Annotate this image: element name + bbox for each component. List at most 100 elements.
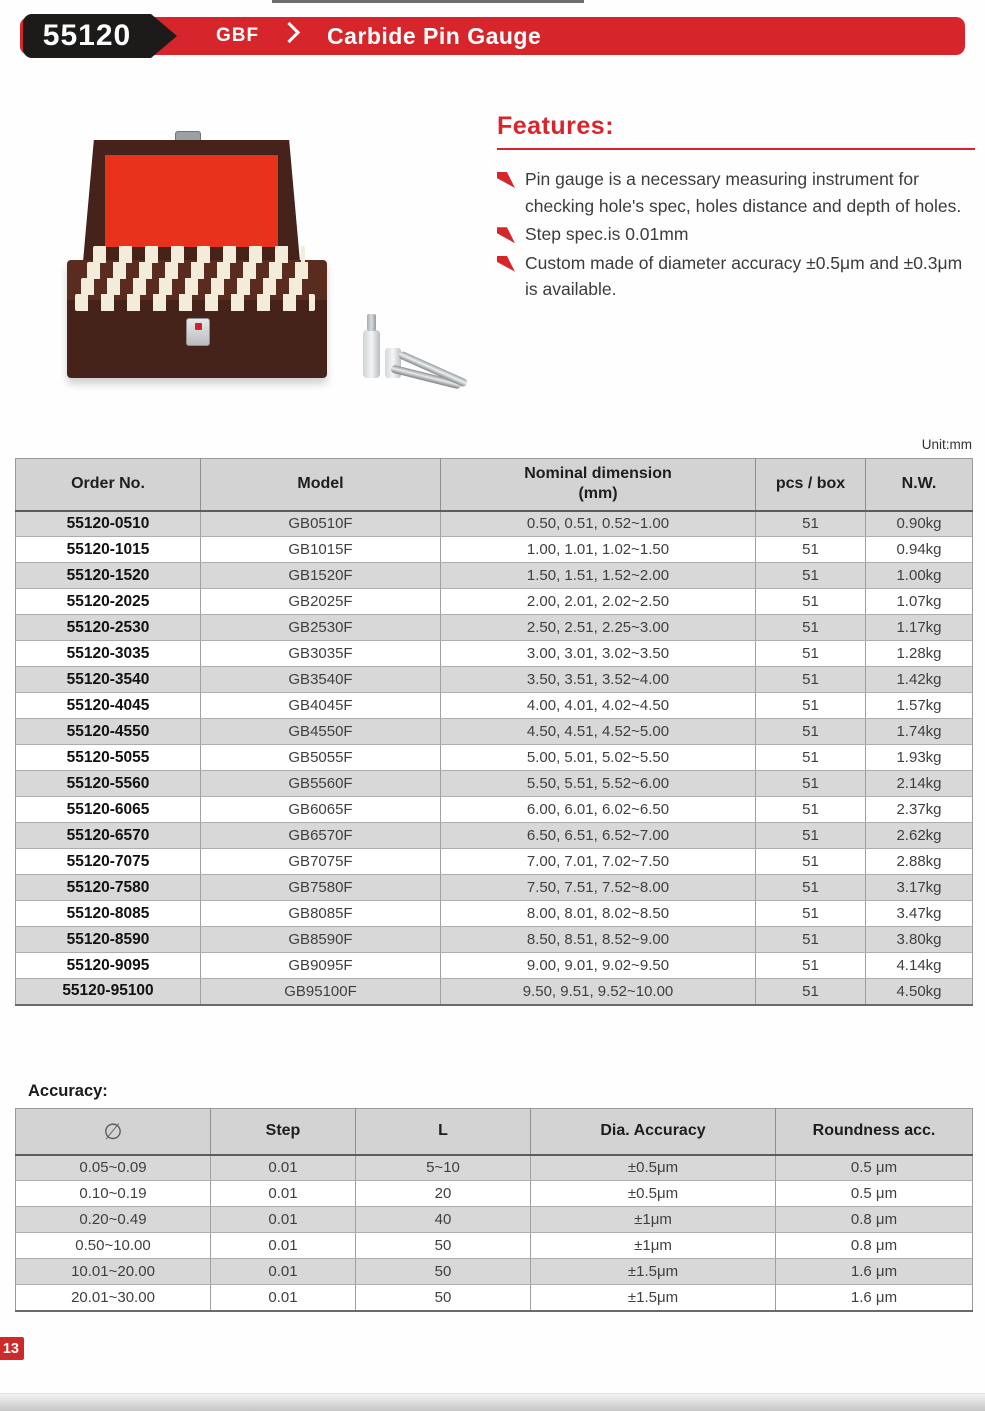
roundness-cell: 0.8 μm	[775, 1206, 973, 1233]
nominal-dimension-cell: 7.50, 7.51, 7.52~8.00	[440, 874, 756, 901]
pcs-box-cell: 51	[755, 588, 866, 615]
order-no-cell: 55120-3035	[15, 640, 201, 667]
pcs-box-cell: 51	[755, 848, 866, 875]
table-row: 55120-2025 GB2025F 2.00, 2.01, 2.02~2.50…	[15, 588, 973, 615]
roundness-cell: 0.8 μm	[775, 1232, 973, 1259]
order-no-cell: 55120-4045	[15, 692, 201, 719]
order-no-cell: 55120-7580	[15, 874, 201, 901]
nw-cell: 2.88kg	[865, 848, 973, 875]
triangle-bullet-icon	[497, 255, 515, 272]
order-no-cell: 55120-4550	[15, 718, 201, 745]
nominal-dimension-cell: 5.50, 5.51, 5.52~6.00	[440, 770, 756, 797]
table-row: 55120-95100 GB95100F 9.50, 9.51, 9.52~10…	[15, 978, 973, 1006]
model-cell: GB1520F	[200, 562, 441, 589]
pin-gauge-row	[93, 246, 305, 263]
length-cell: 50	[355, 1284, 531, 1312]
pcs-box-cell: 51	[755, 770, 866, 797]
pcs-box-cell: 51	[755, 562, 866, 589]
order-no-cell: 55120-5055	[15, 744, 201, 771]
nw-cell: 1.42kg	[865, 666, 973, 693]
length-cell: 5~10	[355, 1154, 531, 1181]
column-header-roundness: Roundness acc.	[775, 1108, 973, 1156]
model-cell: GB2025F	[200, 588, 441, 615]
roundness-cell: 1.6 μm	[775, 1284, 973, 1312]
pcs-box-cell: 51	[755, 796, 866, 823]
nw-cell: 0.90kg	[865, 510, 973, 537]
box-lid-red-lining	[104, 154, 279, 248]
order-no-cell: 55120-8085	[15, 900, 201, 927]
nominal-dimension-cell: 6.00, 6.01, 6.02~6.50	[440, 796, 756, 823]
nominal-dimension-cell: 9.50, 9.51, 9.52~10.00	[440, 978, 756, 1006]
order-no-cell: 55120-2530	[15, 614, 201, 641]
dia-accuracy-cell: ±0.5μm	[530, 1180, 776, 1207]
nw-cell: 1.28kg	[865, 640, 973, 667]
nominal-dimension-cell: 2.50, 2.51, 2.25~3.00	[440, 614, 756, 641]
product-code-tab-body: 55120	[23, 14, 151, 58]
nw-cell: 1.17kg	[865, 614, 973, 641]
length-cell: 50	[355, 1258, 531, 1285]
table-row: 55120-8085 GB8085F 8.00, 8.01, 8.02~8.50…	[15, 900, 973, 927]
table-row: 55120-7580 GB7580F 7.50, 7.51, 7.52~8.00…	[15, 874, 973, 901]
step-cell: 0.01	[210, 1232, 356, 1259]
pcs-box-cell: 51	[755, 614, 866, 641]
pcs-box-cell: 51	[755, 900, 866, 927]
product-table-body: 55120-0510 GB0510F 0.50, 0.51, 0.52~1.00…	[15, 510, 973, 1006]
model-cell: GB4550F	[200, 718, 441, 745]
step-cell: 0.01	[210, 1154, 356, 1181]
dia-accuracy-cell: ±1μm	[530, 1206, 776, 1233]
roundness-cell: 0.5 μm	[775, 1180, 973, 1207]
order-no-cell: 55120-5560	[15, 770, 201, 797]
product-spec-table: Order No. Model Nominal dimension (mm) p…	[15, 458, 973, 1006]
table-header-row: ∅ Step L Dia. Accuracy Roundness acc.	[15, 1108, 973, 1156]
pcs-box-cell: 51	[755, 874, 866, 901]
nw-cell: 2.62kg	[865, 822, 973, 849]
order-no-cell: 55120-6570	[15, 822, 201, 849]
dia-accuracy-cell: ±1.5μm	[530, 1284, 776, 1312]
nominal-dimension-cell: 3.00, 3.01, 3.02~3.50	[440, 640, 756, 667]
model-cell: GB0510F	[200, 510, 441, 537]
nw-cell: 3.80kg	[865, 926, 973, 953]
product-image	[60, 115, 480, 415]
pcs-box-cell: 51	[755, 978, 866, 1006]
model-cell: GB5055F	[200, 744, 441, 771]
pcs-box-cell: 51	[755, 822, 866, 849]
table-row: 55120-4550 GB4550F 4.50, 4.51, 4.52~5.00…	[15, 718, 973, 745]
feature-text: Pin gauge is a necessary measuring instr…	[525, 169, 962, 216]
order-no-cell: 55120-95100	[15, 978, 201, 1006]
pcs-box-cell: 51	[755, 926, 866, 953]
dia-accuracy-cell: ±1.5μm	[530, 1258, 776, 1285]
nominal-dimension-cell: 4.50, 4.51, 4.52~5.00	[440, 718, 756, 745]
table-row: 55120-4045 GB4045F 4.00, 4.01, 4.02~4.50…	[15, 692, 973, 719]
order-no-cell: 55120-8590	[15, 926, 201, 953]
order-no-cell: 55120-7075	[15, 848, 201, 875]
column-header-step: Step	[210, 1108, 356, 1156]
pcs-box-cell: 51	[755, 510, 866, 537]
order-no-cell: 55120-0510	[15, 510, 201, 537]
nominal-dimension-cell: 1.50, 1.51, 1.52~2.00	[440, 562, 756, 589]
features-section: Features: Pin gauge is a necessary measu…	[497, 112, 975, 305]
order-no-cell: 55120-1520	[15, 562, 201, 589]
diameter-range-cell: 20.01~30.00	[15, 1284, 211, 1312]
diameter-range-cell: 0.20~0.49	[15, 1206, 211, 1233]
page-title: Carbide Pin Gauge	[327, 23, 542, 49]
diameter-range-cell: 0.05~0.09	[15, 1154, 211, 1181]
nw-cell: 1.93kg	[865, 744, 973, 771]
nw-cell: 3.17kg	[865, 874, 973, 901]
brand-label: GBF	[216, 25, 260, 46]
model-cell: GB8085F	[200, 900, 441, 927]
step-cell: 0.01	[210, 1206, 356, 1233]
table-row: 55120-5055 GB5055F 5.00, 5.01, 5.02~5.50…	[15, 744, 973, 771]
feature-text: Step spec.is 0.01mm	[525, 224, 689, 245]
dia-accuracy-cell: ±1μm	[530, 1232, 776, 1259]
table-row: 55120-7075 GB7075F 7.00, 7.01, 7.02~7.50…	[15, 848, 973, 875]
table-row: 55120-0510 GB0510F 0.50, 0.51, 0.52~1.00…	[15, 510, 973, 537]
model-cell: GB6570F	[200, 822, 441, 849]
nw-cell: 3.47kg	[865, 900, 973, 927]
step-cell: 0.01	[210, 1180, 356, 1207]
table-row: 55120-6065 GB6065F 6.00, 6.01, 6.02~6.50…	[15, 796, 973, 823]
nw-cell: 1.07kg	[865, 588, 973, 615]
pin-gauge-row	[75, 294, 315, 311]
length-cell: 40	[355, 1206, 531, 1233]
table-row: 55120-6570 GB6570F 6.50, 6.51, 6.52~7.00…	[15, 822, 973, 849]
box-base	[67, 246, 327, 378]
